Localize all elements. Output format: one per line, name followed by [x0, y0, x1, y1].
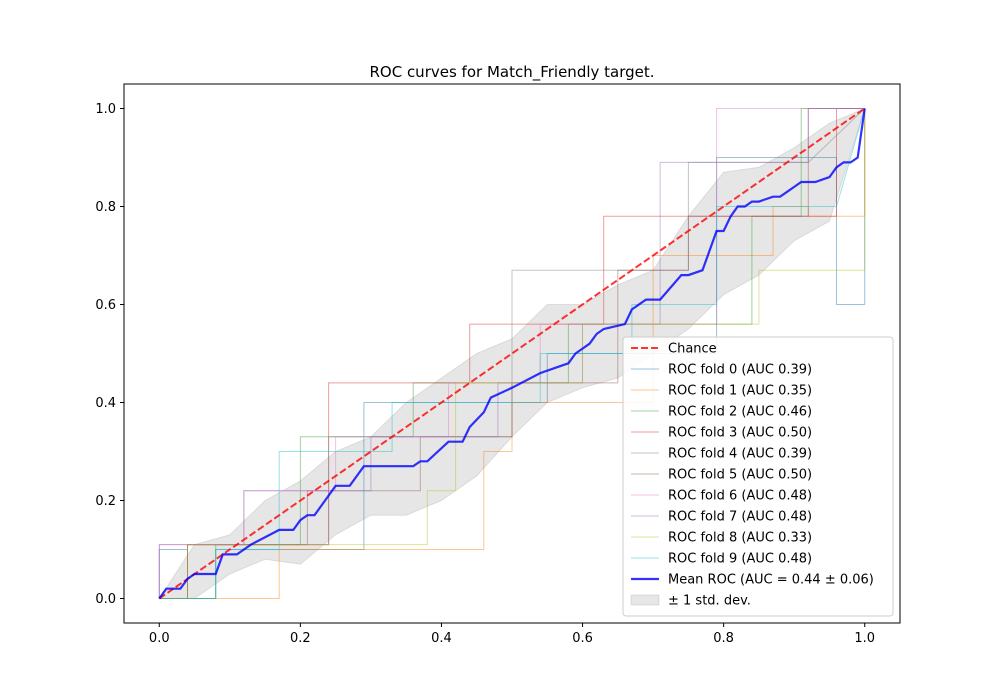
legend-swatch-std-dev	[630, 594, 660, 606]
roc-fold-8-line	[159, 108, 866, 599]
x-tick-label: 0.6	[572, 631, 593, 646]
chart-title: ROC curves for Match_Friendly target.	[369, 63, 654, 82]
y-tick-label: 0.2	[95, 494, 116, 509]
legend-label: ROC fold 8 (AUC 0.33)	[668, 531, 812, 546]
legend-label: Chance	[668, 342, 717, 357]
chance-line	[158, 107, 866, 600]
axes: 0.0 0.2 0.4 0.6 0.8 1.0 0.0 0.2 0.4 0.6 0.8 1.0	[95, 102, 875, 646]
roc-fold-7-line	[158, 108, 865, 599]
legend-box	[622, 336, 894, 617]
roc-fold-9-line	[159, 108, 866, 599]
roc-fold-3-line	[159, 108, 865, 599]
y-tick-label: 0.8	[95, 200, 116, 215]
y-tick-label: 0.6	[95, 298, 116, 313]
roc-fold-4-line	[159, 108, 866, 599]
roc-fold-6-line	[158, 108, 865, 599]
x-tick-label: 0.2	[290, 631, 311, 646]
legend-label: ROC fold 3 (AUC 0.50)	[668, 426, 812, 441]
legend-label: ROC fold 9 (AUC 0.48)	[668, 552, 812, 567]
legend-label: ROC fold 0 (AUC 0.39)	[668, 363, 812, 378]
x-tick-label: 0.0	[149, 631, 170, 646]
legend-label: ROC fold 7 (AUC 0.48)	[668, 510, 812, 525]
legend-label: ROC fold 6 (AUC 0.48)	[668, 489, 812, 504]
y-tick-label: 1.0	[95, 102, 116, 117]
legend-label: ROC fold 5 (AUC 0.50)	[668, 468, 812, 483]
x-tick-label: 0.4	[431, 631, 452, 646]
legend: Chance ROC fold 0 (AUC 0.39) ROC fold 1 (A…	[622, 336, 894, 617]
y-tick-label: 0.0	[95, 592, 116, 607]
x-tick-label: 0.8	[713, 631, 734, 646]
mean-roc-line	[158, 108, 866, 600]
legend-label: ± 1 std. dev.	[668, 594, 751, 609]
plot-area	[158, 107, 866, 600]
roc-fold-5-line	[159, 108, 865, 599]
roc-fold-2-line	[159, 108, 865, 599]
axes-frame	[123, 83, 901, 624]
y-tick-label: 0.4	[95, 396, 116, 411]
x-tick-label: 1.0	[854, 631, 875, 646]
legend-label: ROC fold 4 (AUC 0.39)	[668, 447, 812, 462]
legend-label: ROC fold 2 (AUC 0.46)	[668, 405, 812, 420]
legend-label: Mean ROC (AUC = 0.44 ± 0.06)	[668, 573, 874, 588]
legend-label: ROC fold 1 (AUC 0.35)	[668, 384, 812, 399]
